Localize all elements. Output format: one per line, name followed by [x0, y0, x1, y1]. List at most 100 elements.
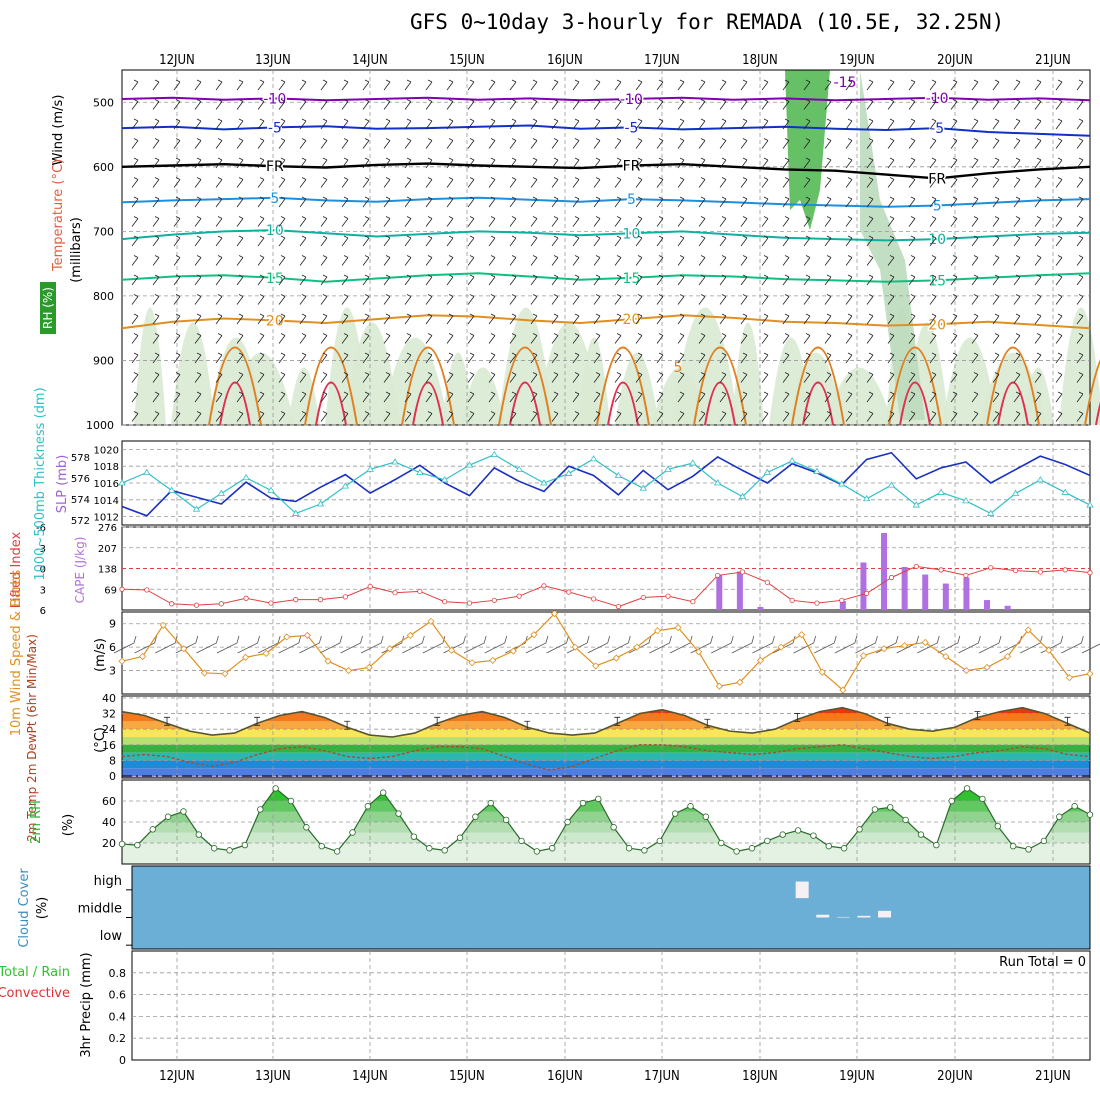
isotherm-label: 20: [623, 312, 641, 328]
rh-point: [287, 797, 295, 805]
wind-barb: [360, 635, 384, 654]
wind-barb: [1034, 294, 1042, 305]
wind-barb: [908, 216, 916, 227]
wind-barb: [593, 79, 601, 91]
wind-barb: [152, 391, 160, 403]
temperature-band: [122, 752, 1090, 761]
wind-barb: [593, 138, 601, 149]
wind-barb: [467, 294, 475, 305]
wind-barb: [320, 157, 328, 169]
wind-barb: [887, 99, 895, 110]
wind-barb: [572, 372, 580, 383]
wind-barb: [866, 138, 874, 149]
rh-legend-box: [40, 282, 56, 334]
lifted-index-point: [1087, 570, 1093, 576]
wind-barb: [341, 255, 349, 266]
wind-barb: [803, 372, 811, 383]
wind-barb: [803, 235, 811, 247]
wind-barb: [1076, 352, 1084, 364]
wind-barb: [887, 411, 895, 422]
wind-barb: [572, 216, 580, 227]
wind-barb: [383, 255, 391, 266]
isotherm-label: -5: [268, 120, 282, 136]
x-tick-label: 12JUN: [159, 1069, 195, 1084]
wind-barb: [845, 99, 853, 110]
rh-point: [226, 847, 233, 854]
wind-barb: [635, 99, 643, 110]
wind-speed-point: [406, 631, 414, 639]
wind-barb: [635, 391, 643, 403]
tick-label: 572: [71, 516, 90, 527]
wind-barb: [719, 313, 727, 325]
rh-point: [933, 841, 940, 849]
wind-barb: [593, 99, 601, 110]
wind-barb: [698, 391, 706, 403]
wind-barb: [383, 391, 391, 403]
wind-barb: [1055, 216, 1063, 227]
wind-barb: [971, 372, 979, 383]
wind-barb: [782, 352, 790, 364]
wind-barb: [896, 635, 920, 654]
wind-ylabel: Wind (m/s): [51, 95, 66, 166]
rh-point: [579, 799, 587, 807]
upper-air-panel: 500 600 700 800 900 1000 -10 -10 -10 -5 -5 -5 FR FR FR…: [86, 69, 1100, 432]
wind-barb: [992, 352, 1000, 364]
wind-speed-point: [1086, 670, 1094, 678]
isotherm--5: [121, 124, 1091, 137]
wind-barb: [656, 79, 664, 91]
wind-barb: [299, 372, 307, 383]
rh-point: [1056, 813, 1063, 820]
wind-barb: [341, 235, 349, 247]
wind-barb: [551, 216, 559, 227]
tick-label: 0: [109, 770, 116, 783]
isotherm-15: [121, 272, 1091, 283]
wind-speed-point: [180, 645, 188, 653]
thickness-point: [664, 465, 672, 472]
wind-barb: [845, 313, 853, 325]
wind-barb: [152, 99, 160, 110]
wind-barb: [488, 177, 496, 188]
tick-label: 576: [71, 474, 90, 485]
rh-shade: [381, 337, 449, 425]
wind-barb: [194, 79, 202, 91]
wind-barb: [761, 313, 769, 325]
wind-barb: [509, 118, 517, 130]
wind-barb: [551, 391, 559, 403]
rh-point: [487, 799, 494, 807]
wind-barb: [614, 294, 622, 305]
wind-barb: [698, 157, 706, 169]
minmax-marker: [614, 716, 621, 726]
isotherm-label: 5: [674, 360, 683, 376]
rh-shade: [615, 352, 659, 425]
wind-barb: [719, 196, 727, 208]
wind-speed-point: [242, 653, 250, 661]
wind-barb: [551, 411, 559, 422]
wind-barb: [215, 294, 223, 305]
tick-label: 3: [40, 585, 46, 596]
wind-barb: [824, 177, 832, 188]
wind-barb: [551, 157, 559, 169]
wind-barb: [1076, 235, 1084, 247]
wind-barb: [698, 216, 706, 227]
wind-barb: [782, 391, 790, 403]
precip-panel: 0 0.2 0.4 0.6 0.8 Run Total = 0: [109, 950, 1091, 1067]
wind-barb: [425, 216, 433, 227]
wind-barb: [509, 157, 517, 169]
cloud-panel: high middle low: [78, 865, 1091, 950]
wind-barb: [572, 391, 580, 403]
wind-barb: [237, 635, 260, 654]
isotherm-30: [509, 381, 541, 426]
isotherm-25: [401, 346, 455, 426]
wind-speed-point: [118, 657, 126, 665]
tick-label: 500: [93, 96, 114, 109]
wind-barb: [1055, 333, 1063, 344]
wind-barb: [978, 635, 1002, 654]
wind-barb: [320, 79, 328, 91]
thickness-point: [962, 497, 970, 504]
rh-ylabel: RH (%): [41, 287, 55, 329]
wind-speed-point: [344, 667, 353, 675]
wind-barb: [1013, 177, 1021, 188]
wind-barb: [152, 313, 160, 325]
wind-barb: [173, 411, 181, 422]
wind-barb: [1055, 99, 1063, 110]
